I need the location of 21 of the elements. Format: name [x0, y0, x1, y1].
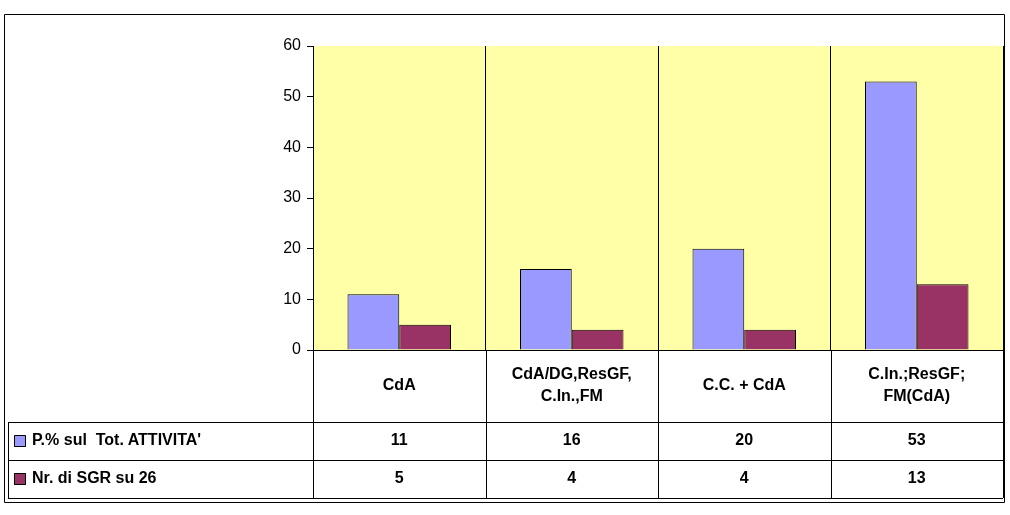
data-label: 4 — [739, 469, 749, 487]
legend-label: Nr. di SGR su 26 — [32, 469, 157, 487]
y-tick-label: 10 — [283, 289, 302, 307]
y-tick-label: 50 — [283, 87, 302, 105]
y-tick-label: 20 — [283, 239, 302, 257]
y-tick-label: 40 — [283, 137, 302, 155]
data-label: 20 — [735, 431, 754, 449]
legend-label: P.% sul Tot. ATTIVITA' — [32, 431, 202, 449]
data-label: 11 — [390, 431, 408, 449]
data-label: 16 — [562, 431, 581, 449]
data-label: 5 — [394, 469, 404, 487]
x-tick-label: C.In.;ResGF; FM(CdA) — [868, 365, 966, 405]
data-label: 4 — [567, 469, 577, 487]
y-tick-label: 0 — [292, 340, 302, 358]
x-tick-label: C.C. + CdA — [702, 376, 787, 394]
y-tick-label: 60 — [283, 36, 302, 54]
y-tick-label: 30 — [283, 188, 302, 206]
x-tick-label: CdA/DG,ResGF, C.In.,FM — [511, 365, 632, 405]
data-label: 53 — [907, 431, 926, 449]
data-label: 13 — [907, 469, 926, 487]
x-tick-label: CdA — [382, 376, 417, 394]
